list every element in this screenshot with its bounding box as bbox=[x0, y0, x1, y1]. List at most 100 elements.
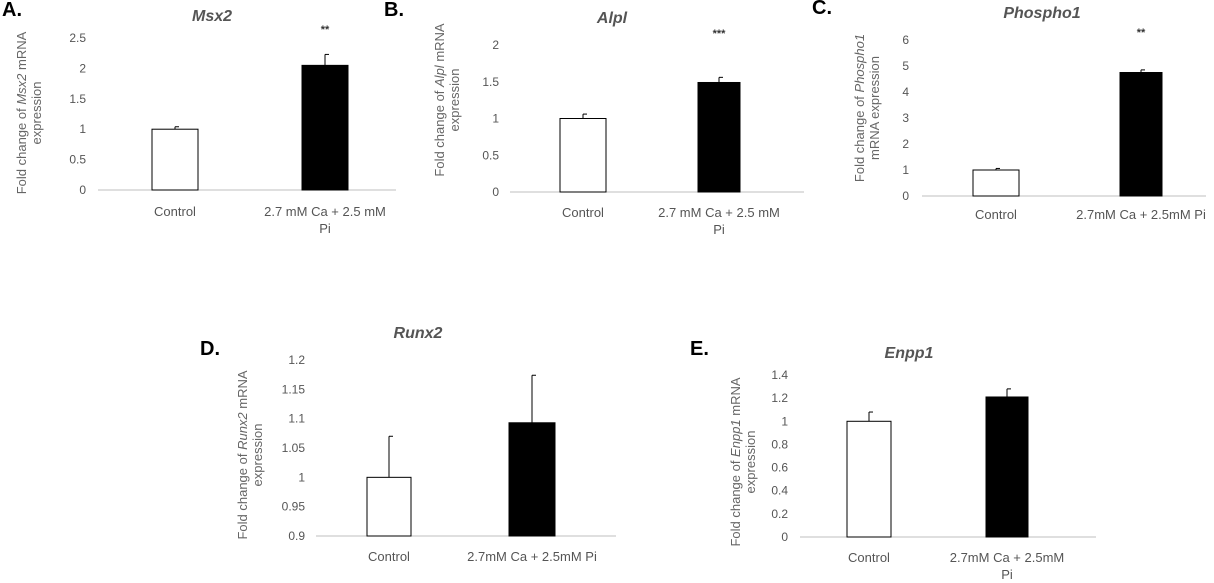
y-axis-label-part: Fold change of bbox=[852, 92, 867, 182]
y-tick-label: 1.5 bbox=[482, 75, 499, 89]
y-axis-label-part: mRNA bbox=[728, 377, 743, 419]
y-tick-label: 0.4 bbox=[771, 484, 788, 498]
x-category-label-line: Control bbox=[154, 204, 196, 219]
y-axis-label: Fold change of Msx2 mRNAexpression bbox=[14, 31, 44, 194]
panel-letter: C. bbox=[812, 0, 832, 19]
y-tick-label: 1.2 bbox=[771, 391, 788, 405]
x-category-label-line: Control bbox=[848, 550, 890, 565]
y-tick-label: 1.1 bbox=[288, 412, 305, 426]
significance-label: ** bbox=[1137, 27, 1146, 39]
x-category-label: Control bbox=[975, 207, 1017, 222]
bar bbox=[508, 422, 556, 537]
y-axis-label: Fold change of Phospho1mRNA expression bbox=[852, 34, 882, 182]
y-axis-label-part: Fold change of bbox=[728, 457, 743, 547]
y-tick-label: 0.6 bbox=[771, 461, 788, 475]
y-tick-label: 1.2 bbox=[288, 353, 305, 367]
y-tick-label: 1.5 bbox=[69, 92, 86, 106]
x-category-label-line: 2.7 mM Ca + 2.5 mM bbox=[264, 204, 386, 219]
y-tick-label: 3 bbox=[902, 111, 909, 125]
y-tick-label: 0 bbox=[492, 185, 499, 199]
x-category-label-line: Control bbox=[368, 549, 410, 564]
x-category-label: 2.7mM Ca + 2.5mM Pi bbox=[467, 549, 597, 564]
x-category-label-line: 2.7mM Ca + 2.5mM Pi bbox=[467, 549, 597, 564]
bar bbox=[559, 118, 607, 193]
x-category-label: 2.7mM Ca + 2.5mM Pi bbox=[1076, 207, 1206, 222]
panel-letter: E. bbox=[690, 338, 709, 360]
x-category-label: Control bbox=[368, 549, 410, 564]
y-axis-label: Fold change of Runx2 mRNAexpression bbox=[235, 370, 265, 539]
y-tick-label: 6 bbox=[902, 33, 909, 47]
chart-title: Msx2 bbox=[192, 8, 232, 25]
x-category-label-line: Pi bbox=[319, 221, 331, 236]
y-tick-label: 1 bbox=[492, 112, 499, 126]
y-axis-label-part: expression bbox=[743, 431, 758, 494]
bar bbox=[301, 64, 349, 191]
bar bbox=[151, 128, 199, 191]
chart-title: Runx2 bbox=[394, 325, 443, 342]
x-category-label-line: 2.7mM Ca + 2.5mM bbox=[950, 550, 1065, 565]
y-tick-label: 2 bbox=[492, 38, 499, 52]
chart-title: Enpp1 bbox=[885, 345, 934, 362]
x-category-label-line: Pi bbox=[1001, 567, 1013, 582]
significance-label: *** bbox=[713, 28, 727, 40]
y-tick-label: 0.95 bbox=[282, 500, 306, 514]
y-axis-label-part: Fold change of bbox=[235, 450, 250, 540]
y-axis-label-part: Fold change of bbox=[432, 87, 447, 177]
panel-letter: D. bbox=[200, 338, 220, 360]
bar bbox=[985, 396, 1029, 538]
bar bbox=[846, 420, 892, 538]
y-axis-label-part: mRNA bbox=[235, 370, 250, 412]
y-tick-label: 2.5 bbox=[69, 31, 86, 45]
y-tick-label: 1 bbox=[79, 122, 86, 136]
y-tick-label: 2 bbox=[902, 137, 909, 151]
chart-title: Alpl bbox=[596, 10, 628, 27]
y-tick-label: 1.05 bbox=[282, 441, 306, 455]
y-axis-label-part: Alpl bbox=[432, 64, 447, 88]
y-tick-label: 0.8 bbox=[771, 437, 788, 451]
y-tick-label: 0 bbox=[79, 183, 86, 197]
y-axis-label-part: Enpp1 bbox=[728, 419, 743, 457]
y-tick-label: 2 bbox=[79, 61, 86, 75]
x-category-label: 2.7mM Ca + 2.5mM Pi bbox=[950, 550, 1065, 582]
bar bbox=[697, 81, 741, 193]
y-tick-label: 0.5 bbox=[69, 153, 86, 167]
y-tick-label: 0 bbox=[781, 530, 788, 544]
y-axis-label-part: Fold change of bbox=[14, 105, 29, 195]
y-tick-label: 0.5 bbox=[482, 148, 499, 162]
x-category-label-line: Control bbox=[562, 205, 604, 220]
y-tick-label: 1 bbox=[781, 414, 788, 428]
y-tick-label: 4 bbox=[902, 85, 909, 99]
x-category-label: 2.7 mM Ca + 2.5 mM Pi bbox=[264, 204, 386, 236]
y-axis-label-part: mRNA bbox=[432, 23, 447, 65]
y-tick-label: 0.9 bbox=[288, 529, 305, 543]
y-tick-label: 1 bbox=[902, 163, 909, 177]
x-category-label-line: 2.7 mM Ca + 2.5 mM bbox=[658, 205, 780, 220]
y-axis-label-part: Msx2 bbox=[14, 73, 29, 105]
y-tick-label: 1.4 bbox=[771, 368, 788, 382]
y-axis-label: Fold change of Alpl mRNAexpression bbox=[432, 23, 462, 177]
y-tick-label: 0.2 bbox=[771, 507, 788, 521]
y-axis-label-part: Phospho1 bbox=[852, 34, 867, 93]
x-category-label: 2.7 mM Ca + 2.5 mM Pi bbox=[658, 205, 780, 237]
y-tick-label: 0 bbox=[902, 189, 909, 203]
bar bbox=[972, 169, 1020, 197]
y-axis-label: Fold change of Enpp1 mRNAexpression bbox=[728, 377, 758, 546]
x-category-label-line: Pi bbox=[713, 222, 725, 237]
x-category-label-line: 2.7mM Ca + 2.5mM Pi bbox=[1076, 207, 1206, 222]
chart-title: Phospho1 bbox=[1003, 5, 1080, 22]
y-axis-label-part: expression bbox=[29, 82, 44, 145]
y-axis-label-part: Runx2 bbox=[235, 412, 250, 450]
y-axis-label-part: expression bbox=[250, 424, 265, 487]
panel-letter: A. bbox=[2, 0, 22, 21]
x-category-label: Control bbox=[562, 205, 604, 220]
y-tick-label: 1 bbox=[298, 470, 305, 484]
y-tick-label: 1.15 bbox=[282, 382, 306, 396]
significance-label: ** bbox=[321, 24, 330, 36]
y-axis-label-part: expression bbox=[447, 69, 462, 132]
y-axis-label-part: mRNA expression bbox=[867, 56, 882, 160]
